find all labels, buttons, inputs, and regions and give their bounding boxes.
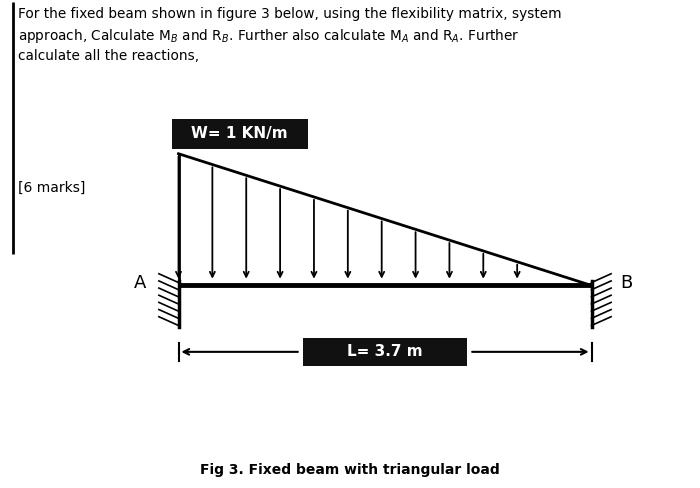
Bar [172, 119, 308, 149]
Text: [6 marks]: [6 marks] [18, 181, 85, 195]
Text: A: A [134, 274, 146, 292]
Text: Fig 3. Fixed beam with triangular load: Fig 3. Fixed beam with triangular load [200, 463, 500, 477]
Text: W= 1 KN/m: W= 1 KN/m [191, 126, 288, 141]
Text: B: B [620, 274, 633, 292]
Bar [303, 338, 468, 366]
Text: L= 3.7 m: L= 3.7 m [347, 345, 423, 359]
Text: For the fixed beam shown in figure 3 below, using the flexibility matrix, system: For the fixed beam shown in figure 3 bel… [18, 7, 561, 63]
